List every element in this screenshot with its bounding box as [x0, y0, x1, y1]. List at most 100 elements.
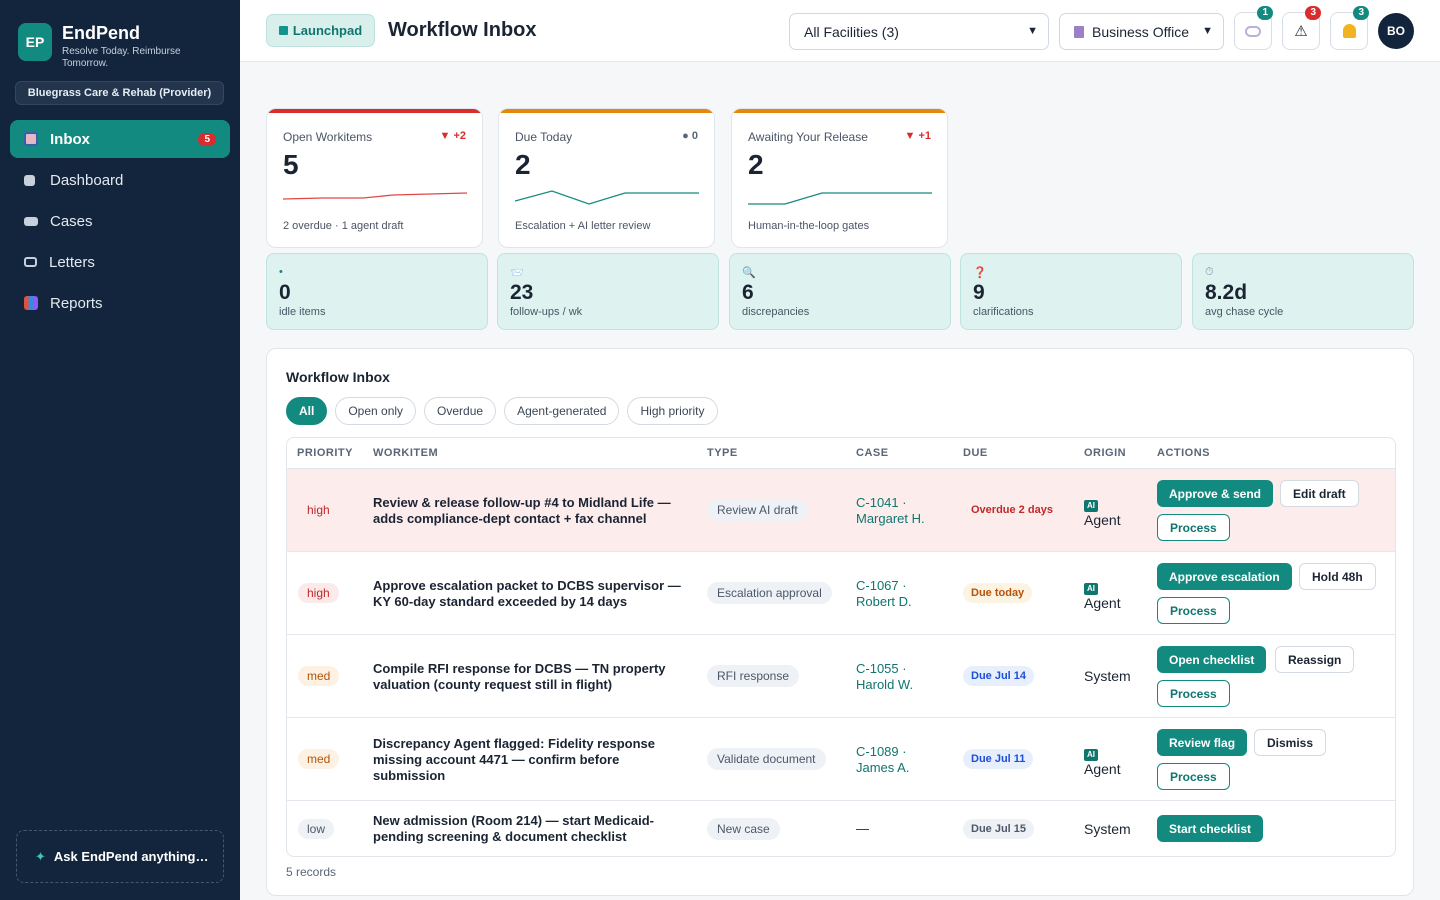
reassign-button[interactable]: Reassign	[1275, 646, 1355, 673]
messages-button[interactable]: 1	[1234, 6, 1273, 50]
alerts-button[interactable]: ⚠ 3	[1282, 6, 1321, 50]
stat-label: avg chase cycle	[1205, 306, 1284, 318]
building-icon	[1074, 25, 1084, 38]
role-select[interactable]: Business Office ▼	[1059, 13, 1224, 50]
origin-label: Agent	[1084, 595, 1121, 611]
case-link[interactable]: C-1055 · Harold W.	[856, 661, 914, 692]
brand[interactable]: EP EndPend Resolve Today. Reimburse Tomo…	[18, 23, 202, 70]
kpi-due-today[interactable]: Due Today ● 0 2 Escalation + AI letter r…	[498, 108, 715, 248]
column-header[interactable]: PRIORITY	[297, 447, 353, 459]
column-header[interactable]: TYPE	[707, 447, 738, 459]
kpi-accent-bar	[267, 109, 482, 113]
case-link[interactable]: C-1067 · Robert D.	[856, 578, 912, 609]
table-row[interactable]: high Review & release follow-up #4 to Mi…	[287, 469, 1395, 552]
notifications-button[interactable]: 3	[1330, 6, 1369, 50]
column-header[interactable]: ORIGIN	[1084, 447, 1127, 459]
kpi-sparkline	[283, 192, 467, 200]
dismiss-button[interactable]: Dismiss	[1254, 729, 1327, 756]
kpi-delta: ● 0	[682, 130, 698, 142]
topbar: Launchpad Workflow Inbox All Facilities …	[240, 0, 1440, 62]
open-checklist-button[interactable]: Open checklist	[1157, 646, 1267, 673]
process-button[interactable]: Process	[1157, 514, 1230, 541]
stat-value: 6	[742, 281, 754, 304]
kpi-open-workitems[interactable]: Open Workitems ▼ +2 5 2 overdue · 1 agen…	[266, 108, 483, 248]
table-row[interactable]: med Discrepancy Agent flagged: Fidelity …	[287, 718, 1395, 801]
filter-all[interactable]: All	[286, 397, 328, 425]
stat-chase-cycle[interactable]: ⏱ 8.2d avg chase cycle	[1192, 253, 1414, 330]
stat-label: clarifications	[973, 306, 1034, 318]
page-title: Workflow Inbox	[388, 19, 537, 41]
column-header[interactable]: WORKITEM	[373, 447, 439, 459]
table-row[interactable]: low New admission (Room 214) — start Med…	[287, 801, 1395, 856]
kpi-value: 2	[515, 149, 531, 180]
kpi-sparkline	[748, 192, 932, 205]
sidebar-nav: Inbox 5 Dashboard Cases Letters Reports	[10, 120, 230, 325]
workitem-title[interactable]: New admission (Room 214) — start Medicai…	[373, 813, 655, 844]
filter-open-only[interactable]: Open only	[335, 397, 417, 425]
process-button[interactable]: Process	[1157, 680, 1230, 707]
stat-idle-items[interactable]: • 0 idle items	[266, 253, 488, 330]
case-link[interactable]: C-1041 · Margaret H.	[856, 495, 925, 526]
brand-name: EndPend	[62, 23, 141, 43]
table-header: PRIORITY WORKITEM TYPE CASE DUE ORIGIN A…	[287, 438, 1395, 469]
table-row[interactable]: med Compile RFI response for DCBS — TN p…	[287, 635, 1395, 718]
start-checklist-button[interactable]: Start checklist	[1157, 815, 1264, 842]
column-header[interactable]: ACTIONS	[1157, 447, 1210, 459]
launchpad-button[interactable]: Launchpad	[266, 14, 375, 47]
filter-overdue[interactable]: Overdue	[424, 397, 497, 425]
table-row[interactable]: high Approve escalation packet to DCBS s…	[287, 552, 1395, 635]
sidebar-item-cases[interactable]: Cases	[10, 202, 230, 240]
alerts-badge: 3	[1305, 6, 1321, 20]
kpi-accent-bar	[732, 109, 947, 113]
bell-icon	[1342, 24, 1356, 38]
stat-label: idle items	[279, 306, 326, 318]
approve-escalation-button[interactable]: Approve escalation	[1157, 563, 1292, 590]
sidebar-item-inbox[interactable]: Inbox 5	[10, 120, 230, 158]
stat-discrepancies[interactable]: 🔍 6 discrepancies	[729, 253, 951, 330]
stat-label: follow-ups / wk	[510, 306, 583, 318]
launchpad-label: Launchpad	[292, 23, 363, 38]
filter-chips: All Open only Overdue Agent-generated Hi…	[286, 397, 726, 425]
stat-follow-ups[interactable]: 📨 23 follow-ups / wk	[497, 253, 719, 330]
origin-label: Agent	[1084, 512, 1121, 528]
case-link[interactable]: C-1089 · James A.	[856, 744, 910, 775]
workitem-title[interactable]: Discrepancy Agent flagged: Fidelity resp…	[373, 736, 655, 783]
ai-badge: AI	[1084, 583, 1098, 595]
chat-icon	[1245, 25, 1261, 37]
magnifier-icon: 🔍	[742, 267, 756, 279]
dashboard-icon	[24, 174, 35, 186]
kpi-subtitle: Escalation + AI letter review	[515, 220, 651, 232]
kpi-awaiting-release[interactable]: Awaiting Your Release ▼ +1 2 Human-in-th…	[731, 108, 948, 248]
ask-assistant-button[interactable]: ✦ Ask EndPend anything…	[16, 830, 224, 883]
process-button[interactable]: Process	[1157, 597, 1230, 624]
sidebar-item-letters[interactable]: Letters	[10, 243, 230, 281]
type-badge: Review AI draft	[707, 499, 808, 521]
panel-title: Workflow Inbox	[286, 369, 390, 385]
review-flag-button[interactable]: Review flag	[1157, 729, 1248, 756]
workitem-title[interactable]: Compile RFI response for DCBS — TN prope…	[373, 661, 666, 692]
sidebar-item-dashboard[interactable]: Dashboard	[10, 161, 230, 199]
approve-send-button[interactable]: Approve & send	[1157, 480, 1274, 507]
avatar[interactable]: BO	[1378, 13, 1414, 49]
envelope-icon: 📨	[510, 267, 524, 279]
sidebar-item-reports[interactable]: Reports	[10, 284, 230, 322]
edit-draft-button[interactable]: Edit draft	[1280, 480, 1359, 507]
filter-high-priority[interactable]: High priority	[627, 397, 718, 425]
kpi-subtitle: 2 overdue · 1 agent draft	[283, 220, 404, 232]
priority-badge: low	[298, 819, 335, 839]
stat-value: 8.2d	[1205, 281, 1248, 304]
filter-agent-generated[interactable]: Agent-generated	[504, 397, 620, 425]
process-button[interactable]: Process	[1157, 763, 1230, 790]
workitem-title[interactable]: Approve escalation packet to DCBS superv…	[373, 578, 681, 609]
column-header[interactable]: CASE	[856, 447, 889, 459]
due-badge: Overdue 2 days	[971, 504, 1053, 516]
stat-clarifications[interactable]: ❓ 9 clarifications	[960, 253, 1182, 330]
org-switcher[interactable]: Bluegrass Care & Rehab (Provider)	[15, 81, 224, 105]
sidebar-item-label: Cases	[50, 212, 93, 230]
ai-badge: AI	[1084, 500, 1098, 512]
facility-select[interactable]: All Facilities (3) ▼	[789, 13, 1049, 50]
hold-48h-button[interactable]: Hold 48h	[1299, 563, 1376, 590]
column-header[interactable]: DUE	[963, 447, 988, 459]
kpi-delta: ▼ +2	[439, 130, 467, 142]
workitem-title[interactable]: Review & release follow-up #4 to Midland…	[373, 495, 671, 526]
